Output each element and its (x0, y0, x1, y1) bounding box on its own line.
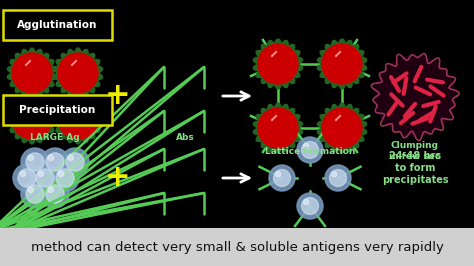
Circle shape (297, 193, 323, 219)
Text: Clumping
in few sec: Clumping in few sec (389, 141, 441, 161)
Circle shape (41, 148, 69, 176)
Polygon shape (318, 39, 367, 89)
Text: Lattice Formation: Lattice Formation (265, 147, 355, 156)
Circle shape (58, 171, 64, 177)
Circle shape (375, 56, 455, 136)
Circle shape (273, 169, 291, 186)
Circle shape (21, 148, 49, 176)
Circle shape (31, 164, 59, 192)
Circle shape (28, 187, 34, 193)
Circle shape (46, 185, 64, 203)
Polygon shape (54, 48, 103, 98)
Circle shape (36, 169, 54, 187)
Circle shape (58, 99, 98, 139)
Circle shape (68, 155, 73, 161)
Circle shape (303, 200, 309, 205)
Circle shape (329, 169, 346, 186)
Polygon shape (254, 103, 302, 153)
Circle shape (26, 185, 44, 203)
Circle shape (331, 172, 337, 177)
Circle shape (48, 187, 54, 193)
Circle shape (301, 198, 319, 214)
Circle shape (303, 143, 309, 149)
Polygon shape (8, 48, 56, 98)
Circle shape (26, 153, 44, 171)
Circle shape (301, 142, 319, 159)
Circle shape (51, 164, 79, 192)
Text: +: + (105, 164, 131, 193)
Circle shape (18, 169, 36, 187)
Bar (0, 228, 474, 266)
Circle shape (46, 153, 64, 171)
Circle shape (48, 155, 54, 161)
Circle shape (21, 180, 49, 208)
FancyBboxPatch shape (3, 10, 112, 40)
Circle shape (12, 99, 52, 139)
Polygon shape (8, 94, 56, 144)
Text: Precipitation: Precipitation (19, 105, 95, 115)
Circle shape (28, 155, 34, 161)
Circle shape (258, 108, 298, 148)
Circle shape (61, 148, 89, 176)
Circle shape (66, 153, 84, 171)
Circle shape (38, 171, 44, 177)
Circle shape (58, 53, 98, 93)
Circle shape (275, 172, 281, 177)
FancyBboxPatch shape (3, 95, 112, 125)
Circle shape (12, 53, 52, 93)
Circle shape (322, 44, 362, 84)
Polygon shape (254, 39, 302, 89)
Circle shape (269, 165, 295, 191)
Polygon shape (318, 103, 367, 153)
Circle shape (325, 165, 351, 191)
Text: 24-48 hrs
to form
precipitates: 24-48 hrs to form precipitates (382, 151, 448, 185)
Circle shape (258, 44, 298, 84)
Text: +: + (105, 81, 131, 110)
Text: Agglutination: Agglutination (18, 20, 98, 30)
Circle shape (20, 171, 26, 177)
Circle shape (322, 108, 362, 148)
Circle shape (56, 169, 74, 187)
Text: method can detect very small & soluble antigens very rapidly: method can detect very small & soluble a… (30, 240, 444, 253)
Text: LARGE Ag: LARGE Ag (30, 134, 80, 143)
Circle shape (13, 164, 41, 192)
Circle shape (41, 180, 69, 208)
Text: Abs: Abs (176, 134, 194, 143)
Circle shape (297, 137, 323, 163)
Polygon shape (54, 94, 103, 144)
